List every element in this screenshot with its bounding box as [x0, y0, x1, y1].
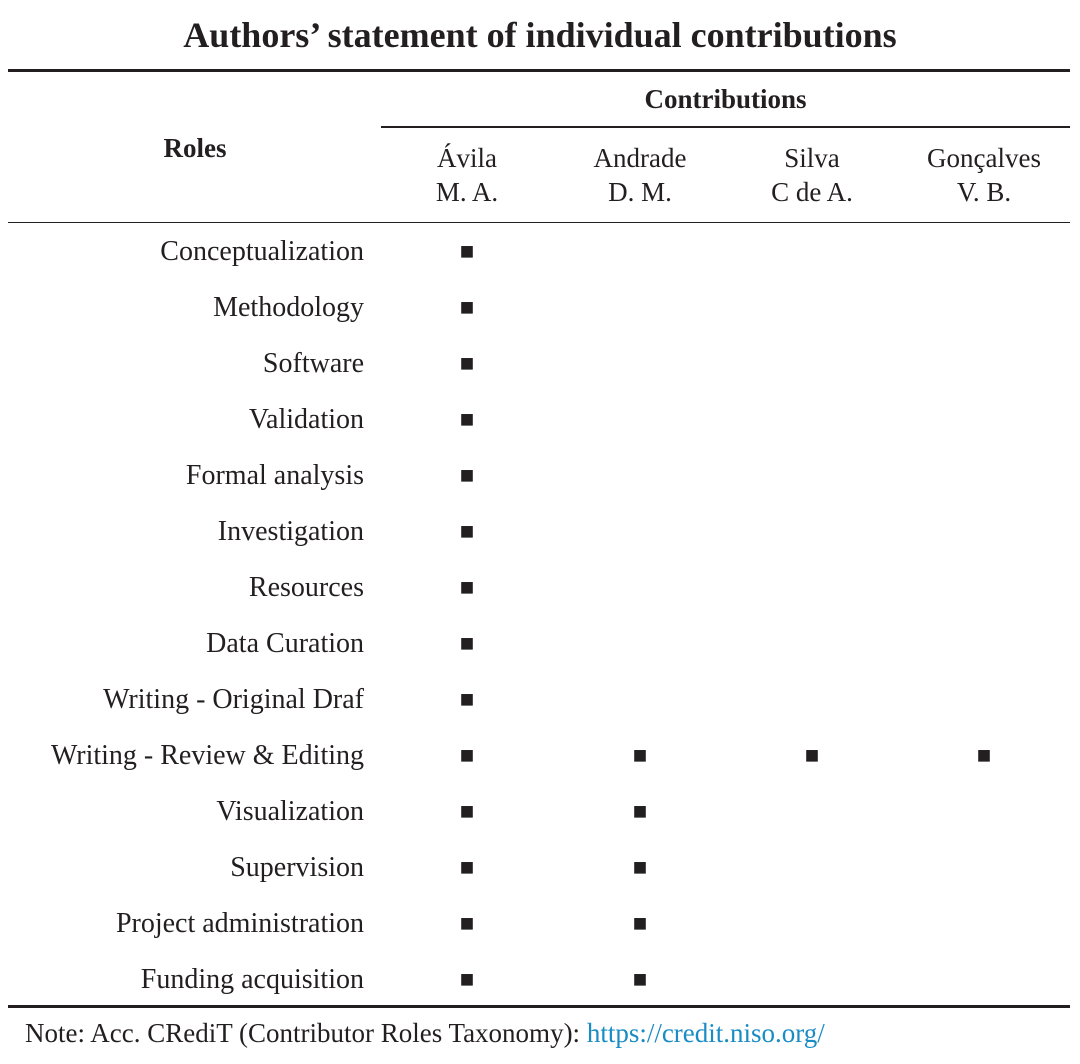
column-header: Silva	[784, 143, 840, 173]
column-header: C de A.	[771, 177, 853, 207]
contribution-mark: ■	[632, 799, 648, 825]
role-label: Funding acquisition	[140, 964, 364, 995]
contribution-mark: ■	[459, 575, 475, 601]
contribution-mark: ■	[632, 911, 648, 937]
contribution-mark: ■	[976, 743, 992, 769]
contribution-mark: ■	[632, 855, 648, 881]
bottom-rule	[8, 1005, 1070, 1008]
contribution-mark: ■	[804, 743, 820, 769]
role-label: Investigation	[217, 516, 364, 547]
contribution-mark: ■	[459, 295, 475, 321]
role-label: Supervision	[230, 852, 364, 883]
role-label: Project administration	[115, 908, 364, 939]
contribution-mark: ■	[459, 687, 475, 713]
group-header: Contributions	[644, 84, 807, 114]
column-header: Andrade	[593, 143, 687, 173]
role-label: Visualization	[216, 796, 364, 827]
role-label: Data Curation	[206, 628, 364, 659]
roles-header: Roles	[163, 133, 227, 163]
contribution-mark: ■	[459, 463, 475, 489]
contribution-mark: ■	[459, 799, 475, 825]
contribution-mark: ■	[459, 911, 475, 937]
role-label: Methodology	[213, 292, 364, 323]
note: Note: Acc. CRediT (Contributor Roles Tax…	[25, 1018, 825, 1049]
column-header: V. B.	[956, 177, 1012, 207]
note-text: Note: Acc. CRediT (Contributor Roles Tax…	[25, 1018, 587, 1048]
group-rule	[381, 126, 1070, 128]
contribution-mark: ■	[459, 519, 475, 545]
role-label: Formal analysis	[185, 460, 364, 491]
role-label: Validation	[248, 404, 364, 435]
role-label: Conceptualization	[160, 236, 364, 267]
header-rule	[8, 222, 1070, 223]
column-header: Ávila	[437, 143, 497, 173]
role-label: Writing - Review & Editing	[50, 740, 364, 771]
top-rule	[8, 69, 1070, 72]
role-label: Software	[262, 348, 364, 379]
contribution-mark: ■	[459, 855, 475, 881]
note-link[interactable]: https://credit.niso.org/	[586, 1018, 825, 1048]
column-header: M. A.	[435, 177, 499, 207]
column-header: Gonçalves	[927, 143, 1041, 173]
contribution-mark: ■	[459, 967, 475, 993]
contribution-mark: ■	[459, 407, 475, 433]
role-label: Writing - Original Draf	[103, 684, 364, 715]
contribution-mark: ■	[459, 351, 475, 377]
contribution-mark: ■	[459, 631, 475, 657]
role-label: Resources	[248, 572, 364, 603]
contribution-mark: ■	[632, 743, 648, 769]
contribution-mark: ■	[459, 239, 475, 265]
title: Authors’ statement of individual contrib…	[183, 15, 897, 55]
contribution-mark: ■	[459, 743, 475, 769]
column-header: D. M.	[608, 177, 672, 207]
contribution-mark: ■	[632, 967, 648, 993]
